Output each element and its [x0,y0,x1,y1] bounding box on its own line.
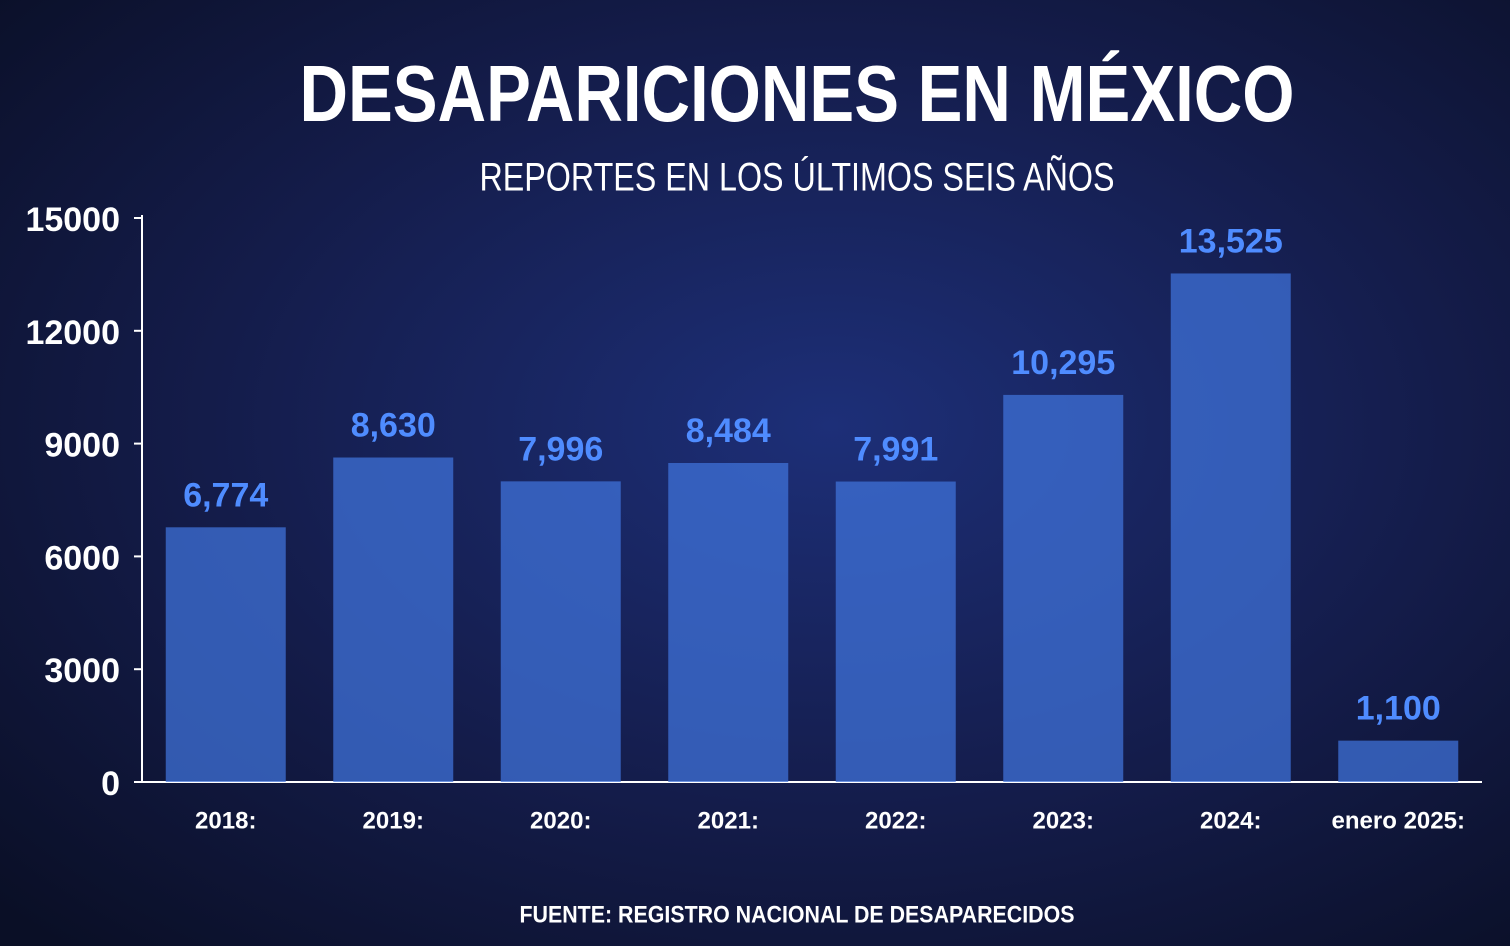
value-label: 8,630 [351,406,436,444]
bar [835,481,956,782]
x-tick-label: 2021: [698,807,759,834]
value-label: 6,774 [183,476,268,514]
y-tick-label: 9000 [44,427,120,465]
x-tick-label: 2020: [530,807,591,834]
bar [165,527,286,782]
bar [1003,394,1124,782]
source-note: FUENTE: REGISTRO NACIONAL DE DESAPARECID… [520,901,1075,928]
value-label: 8,484 [686,412,771,450]
bar [1170,273,1291,782]
chart-title: DESAPARICIONES EN MÉXICO [300,49,1295,138]
value-label: 7,996 [518,430,603,468]
bar [333,457,454,782]
x-tick-label: enero 2025: [1332,807,1465,834]
bar [500,481,621,782]
value-label: 13,525 [1179,222,1283,260]
x-tick-label: 2024: [1200,807,1261,834]
y-tick-label: 6000 [44,539,120,577]
y-tick-label: 15000 [25,201,120,239]
y-tick-label: 0 [101,765,120,803]
value-label: 1,100 [1356,690,1441,728]
x-tick-label: 2022: [865,807,926,834]
x-tick-label: 2019: [363,807,424,834]
y-tick-label: 3000 [44,652,120,690]
value-label: 10,295 [1011,344,1115,382]
x-tick-label: 2018: [195,807,256,834]
value-label: 7,991 [853,431,938,469]
chart-subtitle: REPORTES EN LOS ÚLTIMOS SEIS AÑOS [480,155,1115,200]
y-tick-label: 12000 [25,314,120,352]
bar [1338,740,1459,782]
bar [668,463,789,782]
x-tick-label: 2023: [1033,807,1094,834]
